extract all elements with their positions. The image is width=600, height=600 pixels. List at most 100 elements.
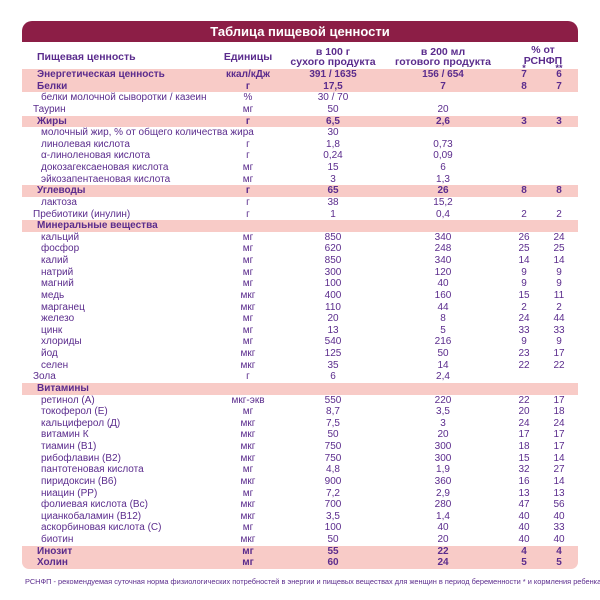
row-value-per100g: 300 [324, 266, 342, 278]
row-value-per100g: 400 [324, 289, 342, 301]
row-value-per100g: 850 [324, 231, 342, 243]
footnote-markers: * ** [508, 64, 578, 73]
row-label: Жиры [37, 115, 67, 127]
row-value-per100g: 13 [327, 324, 339, 336]
row-unit: г [246, 196, 250, 208]
page-title: Таблица пищевой ценности [210, 24, 390, 39]
row-value-per200ml: 160 [434, 289, 452, 301]
row-value-per100g: 7,2 [326, 487, 340, 499]
row-unit: мкг [240, 417, 256, 429]
row-value-per100g: 0,24 [323, 150, 343, 162]
row-value-per100g: 391 / 1635 [309, 69, 357, 80]
row-pct-lactation: 22 [553, 359, 565, 371]
row-value-per200ml: 1,4 [436, 510, 450, 522]
row-label: натрий [41, 266, 74, 278]
row-value-per100g: 550 [324, 394, 342, 406]
row-value-per200ml: 22 [437, 545, 449, 557]
row-unit: г [246, 208, 250, 220]
row-unit: мг [242, 522, 254, 534]
row-value-per100g: 30 [327, 127, 339, 139]
row-pct-pregnancy: 32 [518, 464, 530, 476]
table-row: аскорбиновая кислота (С) мг 100 40 40 33 [22, 522, 578, 534]
row-value-per200ml: 7 [440, 80, 446, 92]
row-pct-lactation: 40 [553, 510, 565, 522]
row-label: эйкозапентаеновая кислота [41, 173, 171, 185]
table-row: железо мг 20 8 24 44 [22, 313, 578, 325]
row-unit: мг [242, 336, 254, 348]
row-pct-lactation: 18 [553, 406, 565, 418]
row-pct-pregnancy: 13 [518, 487, 530, 499]
table-body: Энергетическая ценность ккал/кДж 391 / 163… [22, 69, 578, 569]
row-value-per200ml: 2,6 [436, 115, 450, 127]
row-label: кальциферол (Д) [41, 417, 121, 429]
row-value-per200ml: 44 [437, 301, 449, 313]
row-label: Зола [33, 371, 56, 383]
row-label: цинк [41, 324, 63, 336]
row-pct-lactation: 17 [553, 441, 565, 452]
row-pct-pregnancy: 5 [521, 557, 527, 569]
table-row: токоферол (Е) мг 8,7 3,5 20 18 [22, 406, 578, 418]
row-pct-pregnancy: 8 [521, 185, 527, 197]
row-unit: мкг [240, 475, 256, 487]
row-value-per200ml: 8 [440, 313, 446, 325]
row-pct-pregnancy: 18 [518, 441, 530, 452]
table-row: Энергетическая ценность ккал/кДж 391 / 163… [22, 69, 578, 81]
row-label: рибофлавин (В2) [41, 452, 121, 464]
row-pct-lactation: 8 [556, 185, 562, 197]
table-row: кальциферол (Д) мкг 7,5 3 24 24 [22, 418, 578, 430]
col-header-per200: в 200 мл готового продукта [378, 42, 508, 72]
row-label: тиамин (В1) [41, 441, 97, 452]
row-value-per100g: 50 [327, 534, 339, 545]
row-pct-lactation: 2 [556, 208, 562, 220]
row-pct-lactation: 9 [556, 278, 562, 290]
nutrition-table: Таблица пищевой ценности Пищевая ценност… [22, 21, 600, 586]
table-row: тиамин (В1) мкг 750 300 18 17 [22, 441, 578, 453]
row-label: ретинол (А) [41, 394, 95, 406]
row-value-per200ml: 220 [434, 394, 452, 406]
row-value-per200ml: 26 [437, 185, 449, 197]
row-label: белки молочной сыворотки / казеин [41, 92, 207, 104]
row-value-per100g: 750 [324, 441, 342, 452]
row-value-per100g: 900 [324, 475, 342, 487]
row-value-per200ml: 280 [434, 499, 452, 511]
row-label: лактоза [41, 196, 77, 208]
row-pct-lactation: 7 [556, 80, 562, 92]
col-header-per100: в 100 г сухого продукта [288, 42, 378, 72]
footnote: РСНФП - рекомендуемая суточная норма физ… [25, 576, 600, 586]
table-row: фолиевая кислота (Вс) мкг 700 280 47 56 [22, 499, 578, 511]
row-value-per200ml: 216 [434, 336, 452, 348]
row-value-per200ml: 0,73 [433, 138, 453, 150]
row-label: Минеральные вещества [37, 220, 158, 232]
row-pct-pregnancy: 2 [521, 301, 527, 313]
row-value-per200ml: 50 [437, 348, 449, 359]
row-value-per200ml: 2,9 [436, 487, 450, 499]
row-value-per200ml: 300 [434, 441, 452, 452]
row-value-per100g: 55 [327, 545, 339, 557]
row-pct-lactation: 17 [553, 429, 565, 441]
table-row: рибофлавин (В2) мкг 750 300 15 14 [22, 453, 578, 465]
row-pct-pregnancy: 25 [518, 243, 530, 255]
row-value-per100g: 7,5 [326, 417, 340, 429]
row-label: хлориды [41, 336, 82, 348]
row-label: селен [41, 359, 69, 371]
row-unit: мг [242, 162, 254, 173]
row-value-per200ml: 0,09 [433, 150, 453, 162]
row-pct-pregnancy: 26 [518, 231, 530, 243]
row-unit: мг [242, 324, 254, 336]
row-unit: г [246, 150, 250, 162]
row-value-per100g: 30 / 70 [317, 92, 349, 104]
row-pct-lactation: 25 [553, 243, 565, 255]
table-row: эйкозапентаеновая кислота мг 3 1,3 [22, 174, 578, 186]
row-unit: мг [242, 278, 254, 290]
row-value-per200ml: 3,5 [436, 406, 450, 418]
row-pct-pregnancy: 4 [521, 545, 527, 557]
table-row: хлориды мг 540 216 9 9 [22, 336, 578, 348]
row-pct-lactation: 40 [553, 534, 565, 545]
row-label: кальций [41, 231, 80, 243]
row-label: йод [41, 348, 58, 359]
row-pct-lactation: 27 [553, 464, 565, 476]
row-value-per200ml: 3 [440, 417, 446, 429]
row-value-per100g: 8,7 [326, 406, 340, 418]
table-row: белки молочной сыворотки / казеин% 30 / 7… [22, 92, 578, 104]
table-row: марганец мкг 110 44 2 2 [22, 302, 578, 314]
